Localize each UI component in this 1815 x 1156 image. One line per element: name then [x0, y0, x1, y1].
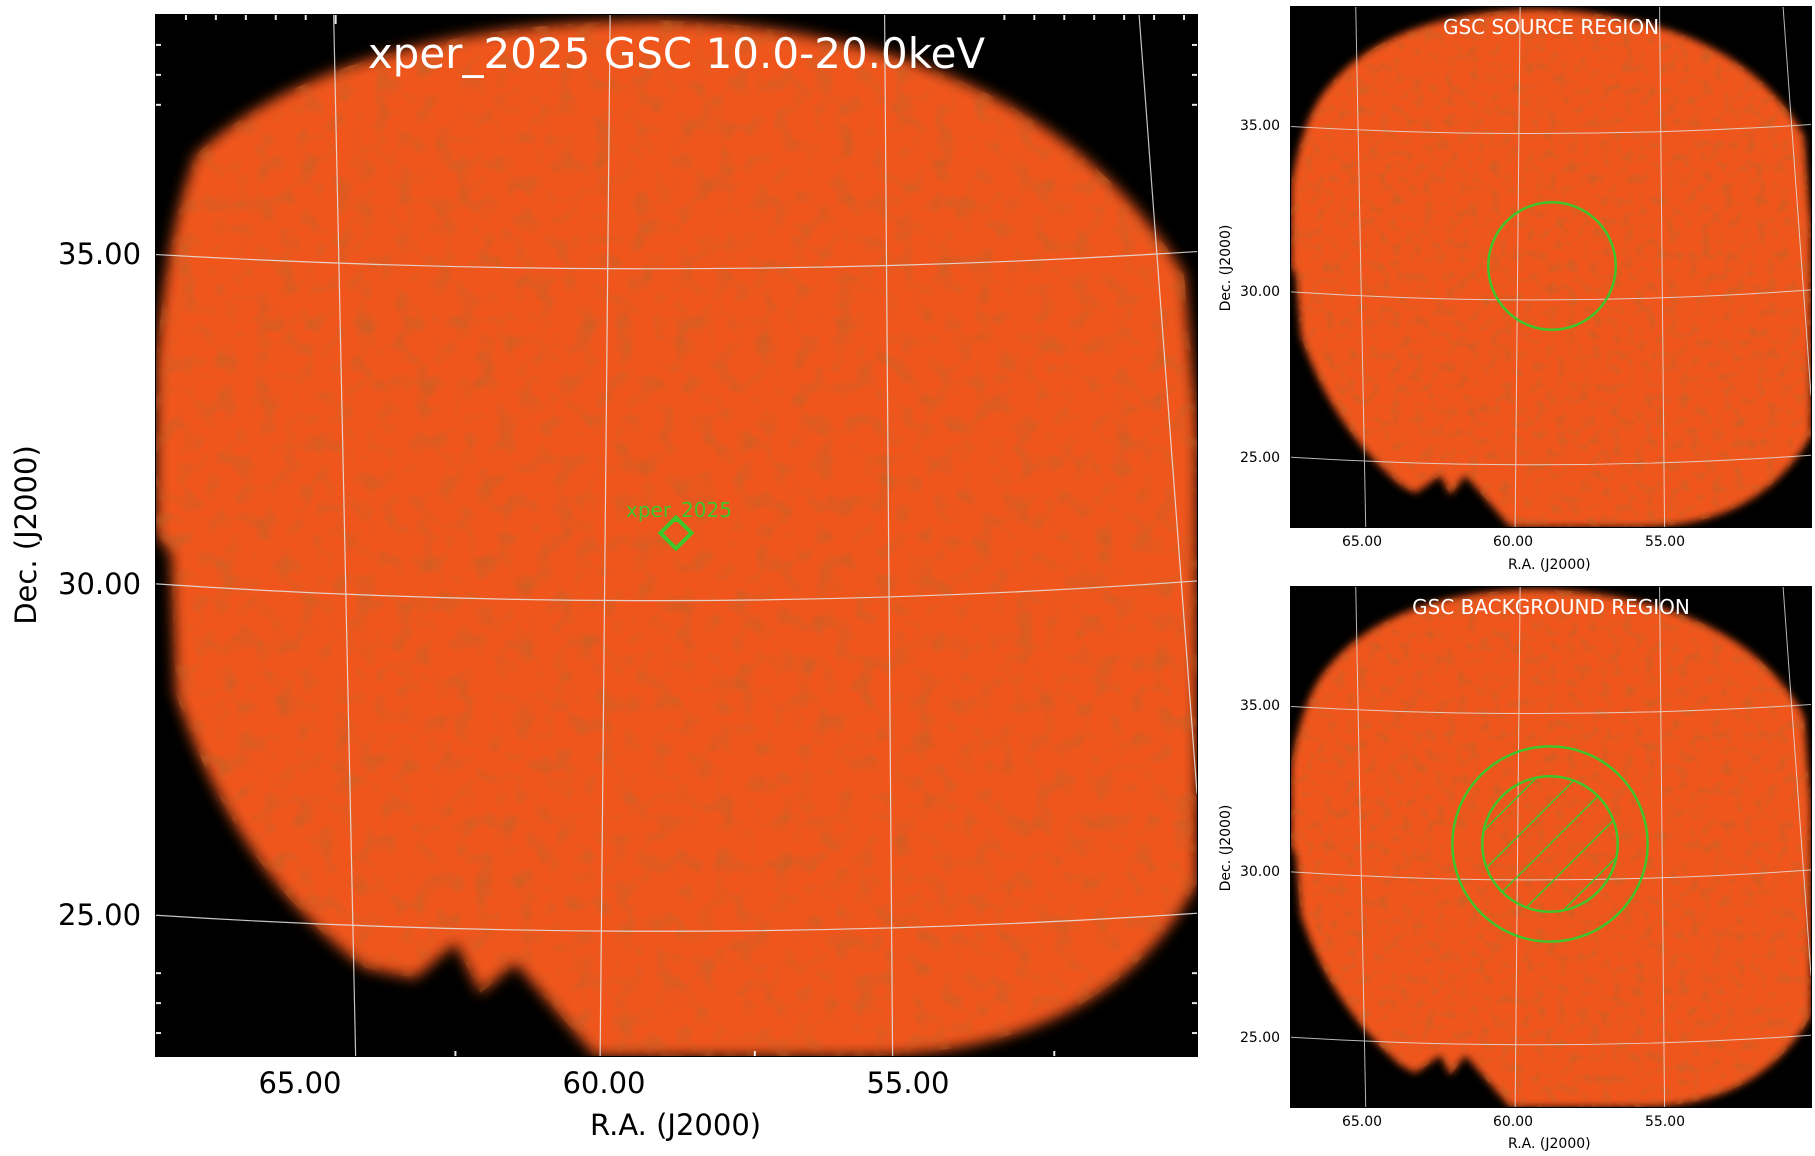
- main-detector-field: [156, 19, 1197, 1056]
- source-x-tick-55: 55.00: [1644, 534, 1686, 550]
- source-label: xper_2025: [626, 498, 732, 522]
- background-y-axis-label: Dec. (J2000): [1218, 804, 1234, 892]
- main-y-tick-35: 35.00: [58, 237, 142, 271]
- main-sky-image: [156, 15, 1197, 1056]
- main-frame-ticks: [156, 15, 1197, 1056]
- background-x-tick-60: 60.00: [1492, 1114, 1534, 1130]
- main-x-axis-label: R.A. (J2000): [590, 1108, 762, 1142]
- background-sky-image: [1291, 587, 1811, 1107]
- background-outer-circle[interactable]: [1451, 745, 1649, 943]
- source-panel-title: GSC SOURCE REGION: [1442, 15, 1660, 39]
- source-x-tick-60: 60.00: [1492, 534, 1534, 550]
- main-x-tick-55: 55.00: [866, 1066, 950, 1100]
- background-coordinate-grid: [1291, 587, 1811, 1107]
- source-y-tick-30: 30.00: [1240, 284, 1281, 300]
- source-y-tick-25: 25.00: [1240, 450, 1281, 466]
- background-y-tick-30: 30.00: [1240, 864, 1281, 880]
- source-x-tick-65: 65.00: [1341, 534, 1383, 550]
- background-x-tick-55: 55.00: [1644, 1114, 1686, 1130]
- source-x-axis-label: R.A. (J2000): [1508, 557, 1591, 573]
- main-title: xper_2025 GSC 10.0-20.0keV: [367, 29, 986, 78]
- background-x-axis-label: R.A. (J2000): [1508, 1136, 1591, 1152]
- main-coordinate-grid: [156, 15, 1197, 1056]
- background-inner-circle[interactable]: [1481, 775, 1619, 913]
- source-marker-diamond[interactable]: [657, 514, 695, 552]
- main-y-tick-25: 25.00: [58, 898, 142, 932]
- main-y-axis-label: Dec. (J2000): [9, 445, 43, 625]
- main-y-tick-30: 30.00: [58, 567, 142, 601]
- source-coordinate-grid: [1291, 7, 1811, 527]
- background-panel-title: GSC BACKGROUND REGION: [1412, 595, 1690, 619]
- main-x-tick-65: 65.00: [258, 1066, 342, 1100]
- background-y-tick-35: 35.00: [1240, 698, 1281, 714]
- background-region-panel[interactable]: GSC BACKGROUND REGION: [1290, 586, 1812, 1108]
- background-x-tick-65: 65.00: [1341, 1114, 1383, 1130]
- source-y-tick-35: 35.00: [1240, 118, 1281, 134]
- source-region-panel[interactable]: GSC SOURCE REGION: [1290, 6, 1812, 528]
- background-y-tick-25: 25.00: [1240, 1030, 1281, 1046]
- source-region-circle[interactable]: [1486, 201, 1617, 332]
- source-sky-image: [1291, 7, 1811, 527]
- main-x-tick-60: 60.00: [562, 1066, 646, 1100]
- source-y-axis-label: Dec. (J2000): [1218, 224, 1234, 312]
- main-image-panel[interactable]: xper_2025 GSC 10.0-20.0keV xper_2025: [155, 14, 1198, 1057]
